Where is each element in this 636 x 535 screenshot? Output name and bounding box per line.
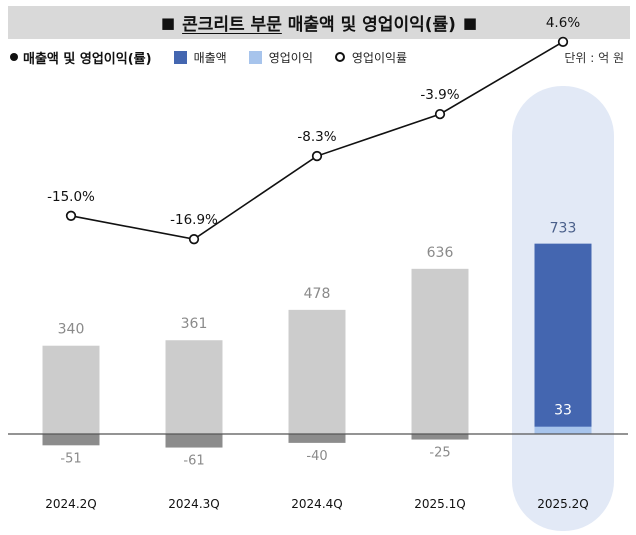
x-tick-label-1: 2024.3Q: [168, 497, 219, 511]
legend-item-revenue-label: 매출액: [193, 50, 227, 65]
title-marker-right: ■: [462, 13, 478, 32]
profit-label-1: -61: [183, 454, 204, 469]
title-marker-left: ■: [160, 13, 176, 32]
profit-label-3: -25: [429, 446, 450, 461]
margin-point-3: [434, 108, 446, 120]
revenue-bar-0: [42, 345, 100, 434]
margin-point-2: [311, 150, 323, 162]
margin-label-3: -3.9%: [420, 87, 459, 103]
profit-bar-1: [165, 434, 223, 448]
margin-label-4: 4.6%: [546, 15, 580, 31]
profit-bar-3: [411, 434, 469, 440]
profit-swatch-icon: [248, 50, 262, 64]
revenue-swatch-icon: [173, 50, 187, 64]
revenue-bar-4: [534, 243, 592, 434]
title-rest: 매출액 및 영업이익(률): [287, 15, 456, 35]
profit-label-4: 33: [554, 403, 572, 419]
revenue-label-4: 733: [550, 221, 577, 237]
margin-point-1: [188, 234, 200, 245]
legend-item-revenue: 매출액: [173, 49, 227, 66]
legend-item-margin: 영업이익률: [334, 49, 408, 66]
revenue-label-3: 636: [427, 245, 454, 261]
legend-row: 매출액 및 영업이익(률) 매출액 영업이익 영업이익률 단위 : 억 원: [8, 47, 628, 67]
revenue-label-0: 340: [58, 322, 85, 338]
revenue-bar-2: [288, 309, 346, 434]
revenue-bar-3: [411, 268, 469, 434]
legend-item-profit: 영업이익: [248, 49, 313, 66]
legend-item-margin-label: 영업이익률: [351, 50, 408, 65]
profit-bar-2: [288, 434, 346, 443]
x-tick-label-0: 2024.2Q: [45, 497, 96, 511]
margin-circle-icon: [334, 52, 345, 62]
profit-bar-4: [534, 426, 592, 434]
revenue-label-2: 478: [304, 286, 331, 302]
unit-label: 단위 : 억 원: [564, 50, 624, 65]
x-tick-label-2: 2024.4Q: [291, 497, 342, 511]
margin-label-2: -8.3%: [297, 129, 336, 145]
profit-label-0: -51: [60, 451, 81, 466]
margin-label-1: -16.9%: [170, 212, 218, 228]
x-tick-label-4: 2025.2Q: [537, 497, 588, 511]
x-tick-label-3: 2025.1Q: [414, 497, 465, 511]
margin-label-0: -15.0%: [47, 189, 95, 205]
legend-main-label: 매출액 및 영업이익(률): [23, 51, 152, 67]
legend-item-profit-label: 영업이익: [268, 50, 313, 65]
profit-label-2: -40: [306, 449, 327, 464]
chart-title: ■ 콘크리트 부문 매출액 및 영업이익(률) ■: [8, 6, 630, 39]
margin-point-0: [65, 210, 77, 221]
revenue-label-1: 361: [181, 316, 208, 332]
margin-point-4: [557, 36, 569, 47]
profit-bar-0: [42, 434, 100, 446]
revenue-bar-1: [165, 340, 223, 434]
bullet-icon: [10, 53, 18, 61]
title-underlined: 콘크리트 부문: [182, 15, 282, 35]
